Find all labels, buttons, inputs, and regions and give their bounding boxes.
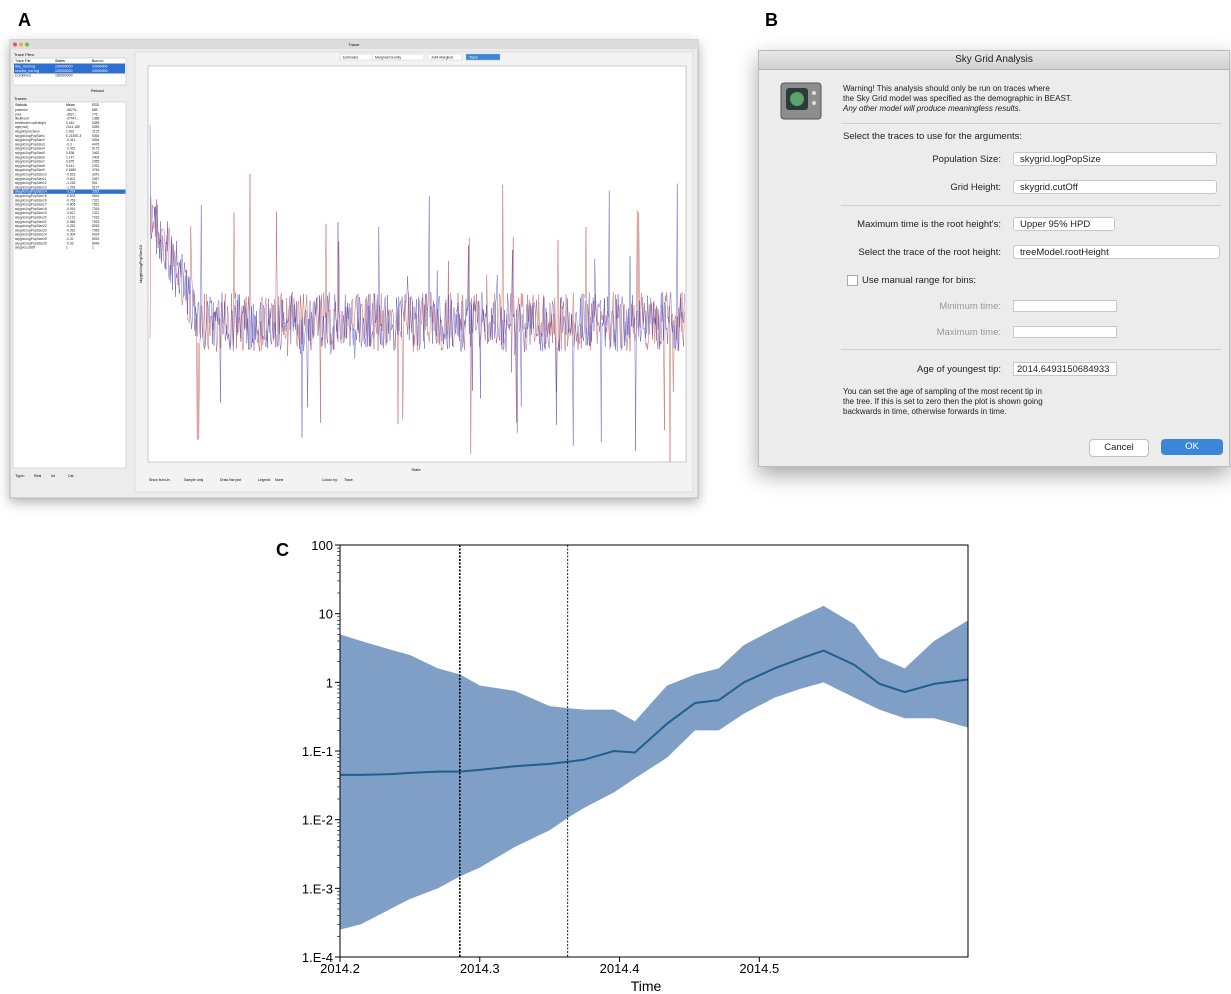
- field-label: Maximum time:: [937, 327, 1001, 338]
- panel-label: C: [276, 540, 289, 560]
- x-axis-label: Time: [631, 978, 662, 994]
- control-label: Trace: [344, 478, 353, 482]
- section-label: Traces:: [14, 96, 27, 101]
- dialog-icon: [777, 79, 827, 125]
- warning-line: the Sky Grid model was specified as the …: [843, 94, 1072, 104]
- y-tick-label: 1.E-1: [302, 744, 333, 759]
- field-label: Grid Height:: [950, 182, 1001, 193]
- control-label: Legend:: [258, 478, 271, 482]
- dropdown[interactable]: Upper 95% HPD: [1013, 217, 1115, 231]
- checkbox-label: Use manual range for bins:: [862, 275, 976, 286]
- text-field[interactable]: 2014.6493150684933: [1013, 362, 1117, 376]
- column-header: States: [55, 59, 65, 63]
- x-tick-label: 2014.2: [320, 961, 360, 976]
- field-label: Minimum time:: [939, 301, 1001, 312]
- y-tick-label: 1: [326, 675, 333, 690]
- y-tick-label: 1.E-3: [302, 881, 333, 896]
- warning-line: Any other model will produce meaningless…: [843, 104, 1072, 114]
- tab-label: Estimates: [343, 56, 359, 60]
- select-label: Select the traces to use for the argumen…: [843, 131, 1022, 142]
- section-label: Trace Files:: [14, 52, 35, 57]
- dropdown[interactable]: treeModel.rootHeight: [1013, 245, 1220, 259]
- field-label: Select the trace of the root height:: [858, 247, 1001, 258]
- trace-cell: 1: [66, 246, 68, 250]
- warning-line: Warning! This analysis should only be ru…: [843, 84, 1072, 94]
- file-cell: second_run.log: [15, 69, 39, 73]
- ok-button[interactable]: OK: [1161, 439, 1223, 455]
- reload-button[interactable]: Reload: [91, 88, 104, 93]
- dialog: Sky Grid Analysis Warning! This analysis…: [758, 50, 1230, 467]
- control-label: Show burn-in: [149, 478, 170, 482]
- panel-label: B: [765, 10, 778, 30]
- column-header: Trace File: [15, 59, 30, 63]
- tab-label: Joint-Marginal: [431, 56, 453, 60]
- control-label: Colour by:: [322, 478, 338, 482]
- column-header: ESS: [92, 103, 100, 107]
- dropdown[interactable]: skygrid.cutOff: [1013, 180, 1217, 194]
- type-button[interactable]: Cat: [68, 474, 73, 478]
- column-header: Burn-In: [92, 59, 104, 63]
- tab-label: Marginal Density: [375, 56, 401, 60]
- file-cell: Sky_Grid.log: [15, 65, 35, 69]
- file-cell: Combined: [15, 74, 31, 78]
- page: A B C Tracer Trace Files: Reload Traces:…: [0, 0, 1231, 994]
- dialog-title: Sky Grid Analysis: [759, 51, 1229, 70]
- file-cell: 100000000: [55, 65, 73, 69]
- control-label: Sample only: [184, 478, 204, 482]
- panel-label: A: [18, 10, 31, 30]
- y-tick-label: 10: [319, 607, 333, 622]
- file-cell: 100000000: [55, 69, 73, 73]
- file-cell: 10000000: [92, 69, 108, 73]
- y-tick-label: 100: [311, 538, 333, 553]
- column-header: Mean: [66, 103, 75, 107]
- control-label: None: [275, 478, 283, 482]
- y-tick-label: 1.E-2: [302, 813, 333, 828]
- text-field[interactable]: [1013, 326, 1117, 338]
- field-label: Age of youngest tip:: [917, 364, 1001, 375]
- y-axis-label: skygrid.logPopSize10: [138, 244, 143, 283]
- control-label: Draw line plot: [220, 478, 241, 482]
- text-field[interactable]: [1013, 300, 1117, 312]
- x-axis-label: State: [411, 467, 421, 472]
- x-tick-label: 2014.5: [739, 961, 779, 976]
- trace-cell: 1: [92, 246, 94, 250]
- cancel-button[interactable]: Cancel: [1089, 439, 1149, 457]
- field-label: Population Size:: [932, 154, 1001, 165]
- file-cell: 180000000: [55, 74, 73, 78]
- note-line: You can set the age of sampling of the m…: [843, 387, 1043, 397]
- type-label: Type:: [15, 473, 25, 478]
- note-line: backwards in time, otherwise forwards in…: [843, 407, 1043, 417]
- window-title: Tracer: [348, 42, 360, 47]
- checkbox[interactable]: [847, 275, 858, 286]
- tab-label: Trace: [469, 56, 478, 60]
- column-header: Statistic: [15, 103, 28, 107]
- chart: Time 1.E-41.E-31.E-21.E-11101002014.2201…: [302, 538, 968, 994]
- x-tick-label: 2014.3: [460, 961, 500, 976]
- confidence-band: [340, 606, 968, 930]
- file-cell: 10000000: [92, 65, 108, 69]
- x-tick-label: 2014.4: [600, 961, 640, 976]
- field-label: Maximum time is the root height's:: [857, 219, 1001, 230]
- note-line: the tree. If this is set to zero then th…: [843, 397, 1043, 407]
- type-button[interactable]: Int: [51, 474, 55, 478]
- trace-cell: skygrid.cutOff: [15, 246, 35, 250]
- type-button[interactable]: Real: [34, 474, 41, 478]
- dropdown[interactable]: skygrid.logPopSize: [1013, 152, 1217, 166]
